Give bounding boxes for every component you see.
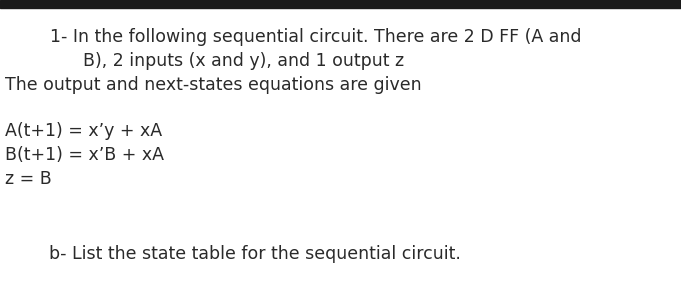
Text: A(t+1) = x’y + xA: A(t+1) = x’y + xA xyxy=(5,122,162,140)
Text: 1- In the following sequential circuit. There are 2 D FF (A and: 1- In the following sequential circuit. … xyxy=(50,28,582,46)
Text: The output and next-states equations are given: The output and next-states equations are… xyxy=(5,76,422,94)
Text: b- List the state table for the sequential circuit.: b- List the state table for the sequenti… xyxy=(5,245,461,263)
Text: B), 2 inputs (x and y), and 1 output z: B), 2 inputs (x and y), and 1 output z xyxy=(50,52,404,70)
Text: B(t+1) = x’B + xA: B(t+1) = x’B + xA xyxy=(5,146,164,164)
Bar xyxy=(0,0,681,8)
Text: z = B: z = B xyxy=(5,170,52,188)
